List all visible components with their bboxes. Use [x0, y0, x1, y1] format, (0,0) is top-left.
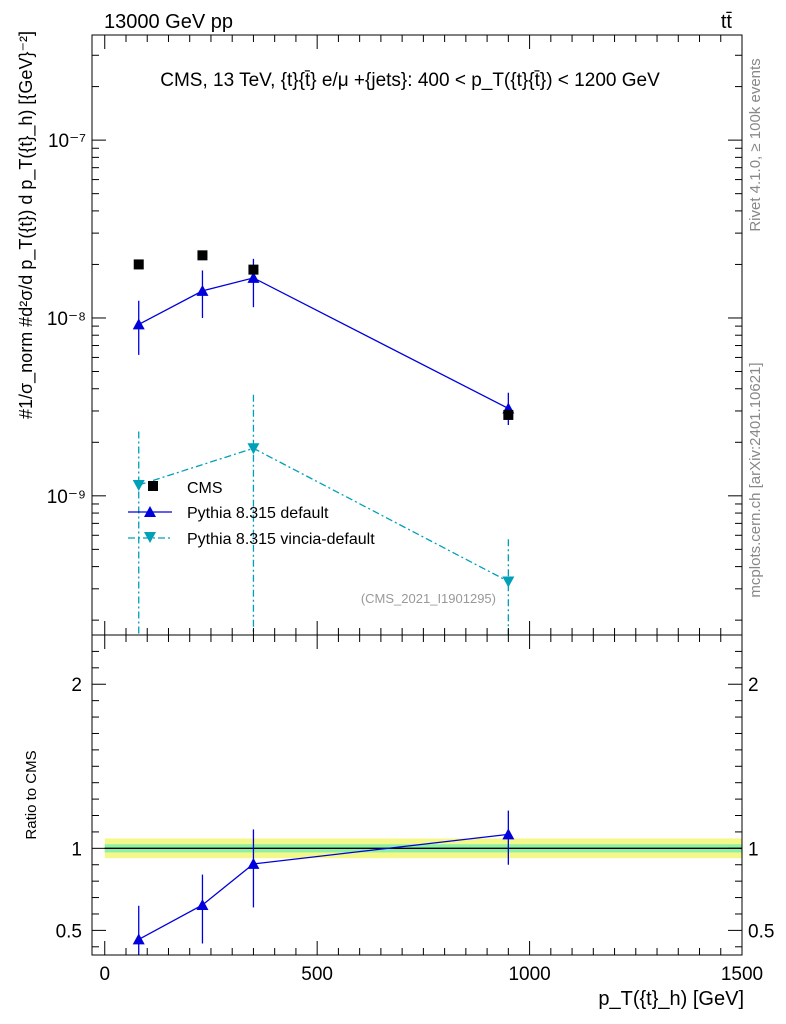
ratio-y-tick-label: 1: [71, 839, 82, 860]
ratio-point: [196, 898, 209, 910]
cms-point: [248, 264, 259, 275]
main-panel-axes: 10⁻⁹ 10⁻⁸ 10⁻⁷: [47, 35, 743, 635]
cms-point: [503, 409, 514, 420]
rivet-label: Rivet 4.1.0, ≥ 100k events: [747, 58, 764, 231]
x-axis-label: p_T({t}_h) [GeV]: [598, 988, 744, 1010]
ratio-y-tick-label: 0.5: [56, 921, 82, 942]
vincia-point: [502, 576, 515, 588]
legend-vincia-label: Pythia 8.315 vincia-default: [187, 531, 375, 548]
default-series-line: [138, 277, 509, 410]
default-point: [132, 318, 145, 330]
legend-cms-marker: [148, 481, 158, 491]
ratio-point: [247, 857, 260, 869]
vincia-point: [132, 480, 145, 492]
main-panel-marks: [132, 250, 515, 635]
legend: CMS Pythia 8.315 default Pythia 8.315 vi…: [128, 480, 375, 548]
ratio-panel-axes: 0 500 1000 1500 0.5 0.5 1 1 2 2: [56, 635, 774, 985]
vincia-point: [247, 443, 260, 455]
default-point: [196, 284, 209, 296]
main-y-axis-label: #1/σ_norm #d²σ/d p_T({t}) d p_T({t}_h) […: [16, 31, 37, 419]
legend-cms-label: CMS: [187, 480, 223, 497]
cms-point: [133, 259, 144, 270]
ratio-x-tick-label: 500: [301, 964, 333, 985]
mcplots-label: mcplots.cern.ch [arXiv:2401.10621]: [747, 362, 764, 597]
ratio-panel-frame: [91, 634, 743, 956]
main-title: CMS, 13 TeV, {t}{t̄} e/μ +{jets}: 400 < …: [160, 70, 660, 91]
ratio-panel-marks: [104, 810, 742, 955]
ratio-x-tick-label: 0: [99, 964, 110, 985]
ratio-point: [502, 828, 515, 840]
ratio-x-tick-label: 1000: [508, 964, 550, 985]
default-point: [247, 271, 260, 283]
ratio-y-tick-label-right: 2: [748, 675, 759, 696]
cms-point: [197, 250, 208, 261]
main-y-tick-label: 10⁻⁸: [47, 309, 86, 330]
legend-default-marker: [144, 506, 156, 517]
ratio-point: [132, 933, 145, 945]
ratio-y-tick-label: 2: [71, 675, 82, 696]
ratio-y-tick-label-right: 0.5: [748, 921, 774, 942]
analysis-watermark: (CMS_2021_I1901295): [361, 591, 496, 606]
header-right-label: tt̄: [721, 11, 733, 33]
ratio-y-axis-label: Ratio to CMS: [23, 750, 40, 839]
ratio-series-line: [138, 833, 509, 940]
ratio-x-tick-label: 1500: [721, 964, 763, 985]
main-y-tick-label: 10⁻⁹: [47, 487, 86, 508]
main-y-tick-label: 10⁻⁷: [48, 131, 86, 152]
ratio-y-tick-label-right: 1: [748, 839, 759, 860]
header-left-label: 13000 GeV pp: [104, 11, 233, 33]
legend-default-label: Pythia 8.315 default: [187, 505, 329, 522]
legend-vincia-marker: [144, 532, 156, 543]
